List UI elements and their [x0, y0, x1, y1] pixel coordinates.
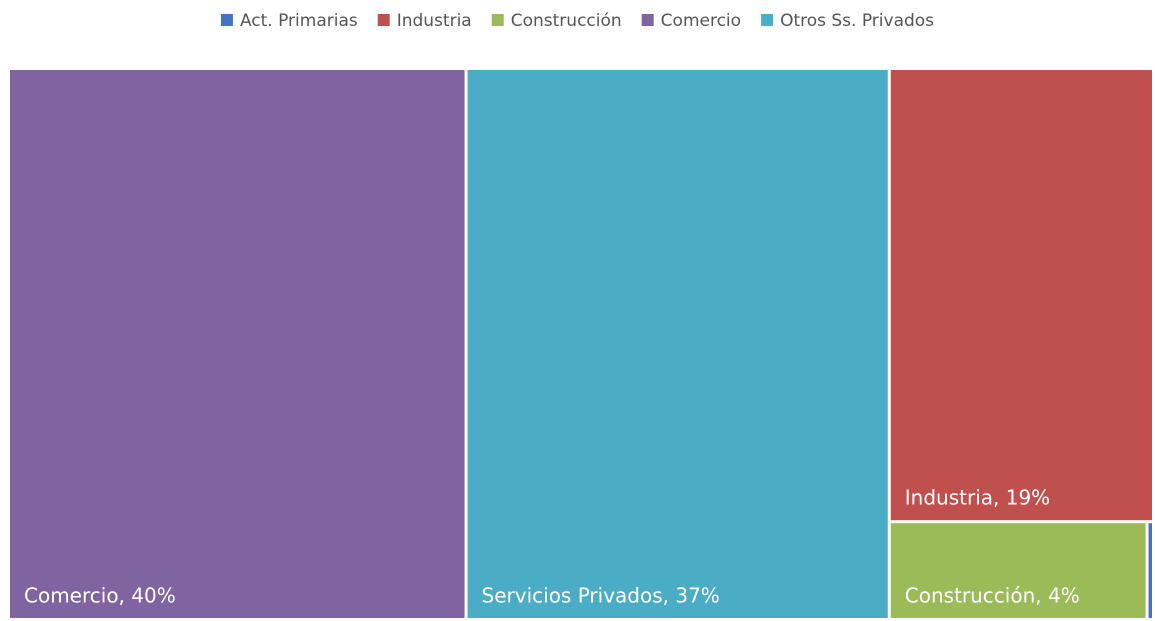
- legend-swatch: [491, 14, 504, 26]
- legend-swatch: [377, 14, 390, 26]
- treemap-cell: [890, 523, 1146, 618]
- legend-swatch: [220, 14, 233, 26]
- legend-label: Industria: [397, 11, 472, 31]
- legend-label: Construcción: [511, 11, 622, 31]
- cell-label: Servicios Privados, 37%: [482, 584, 720, 608]
- cell-label: Comercio, 40%: [24, 584, 176, 608]
- treemap-cell: [890, 70, 1152, 521]
- legend-label: Comercio: [661, 11, 741, 31]
- cell-label: Industria, 19%: [905, 486, 1050, 510]
- cell-label: Construcción, 4%: [905, 584, 1080, 608]
- legend-label: Act. Primarias: [240, 11, 358, 31]
- legend-swatch: [761, 14, 774, 26]
- legend-label: Otros Ss. Privados: [780, 11, 934, 31]
- treemap-cell: [10, 70, 465, 618]
- treemap-cell: [1148, 523, 1152, 618]
- treemap-cell: [467, 70, 888, 618]
- legend-swatch: [641, 14, 654, 26]
